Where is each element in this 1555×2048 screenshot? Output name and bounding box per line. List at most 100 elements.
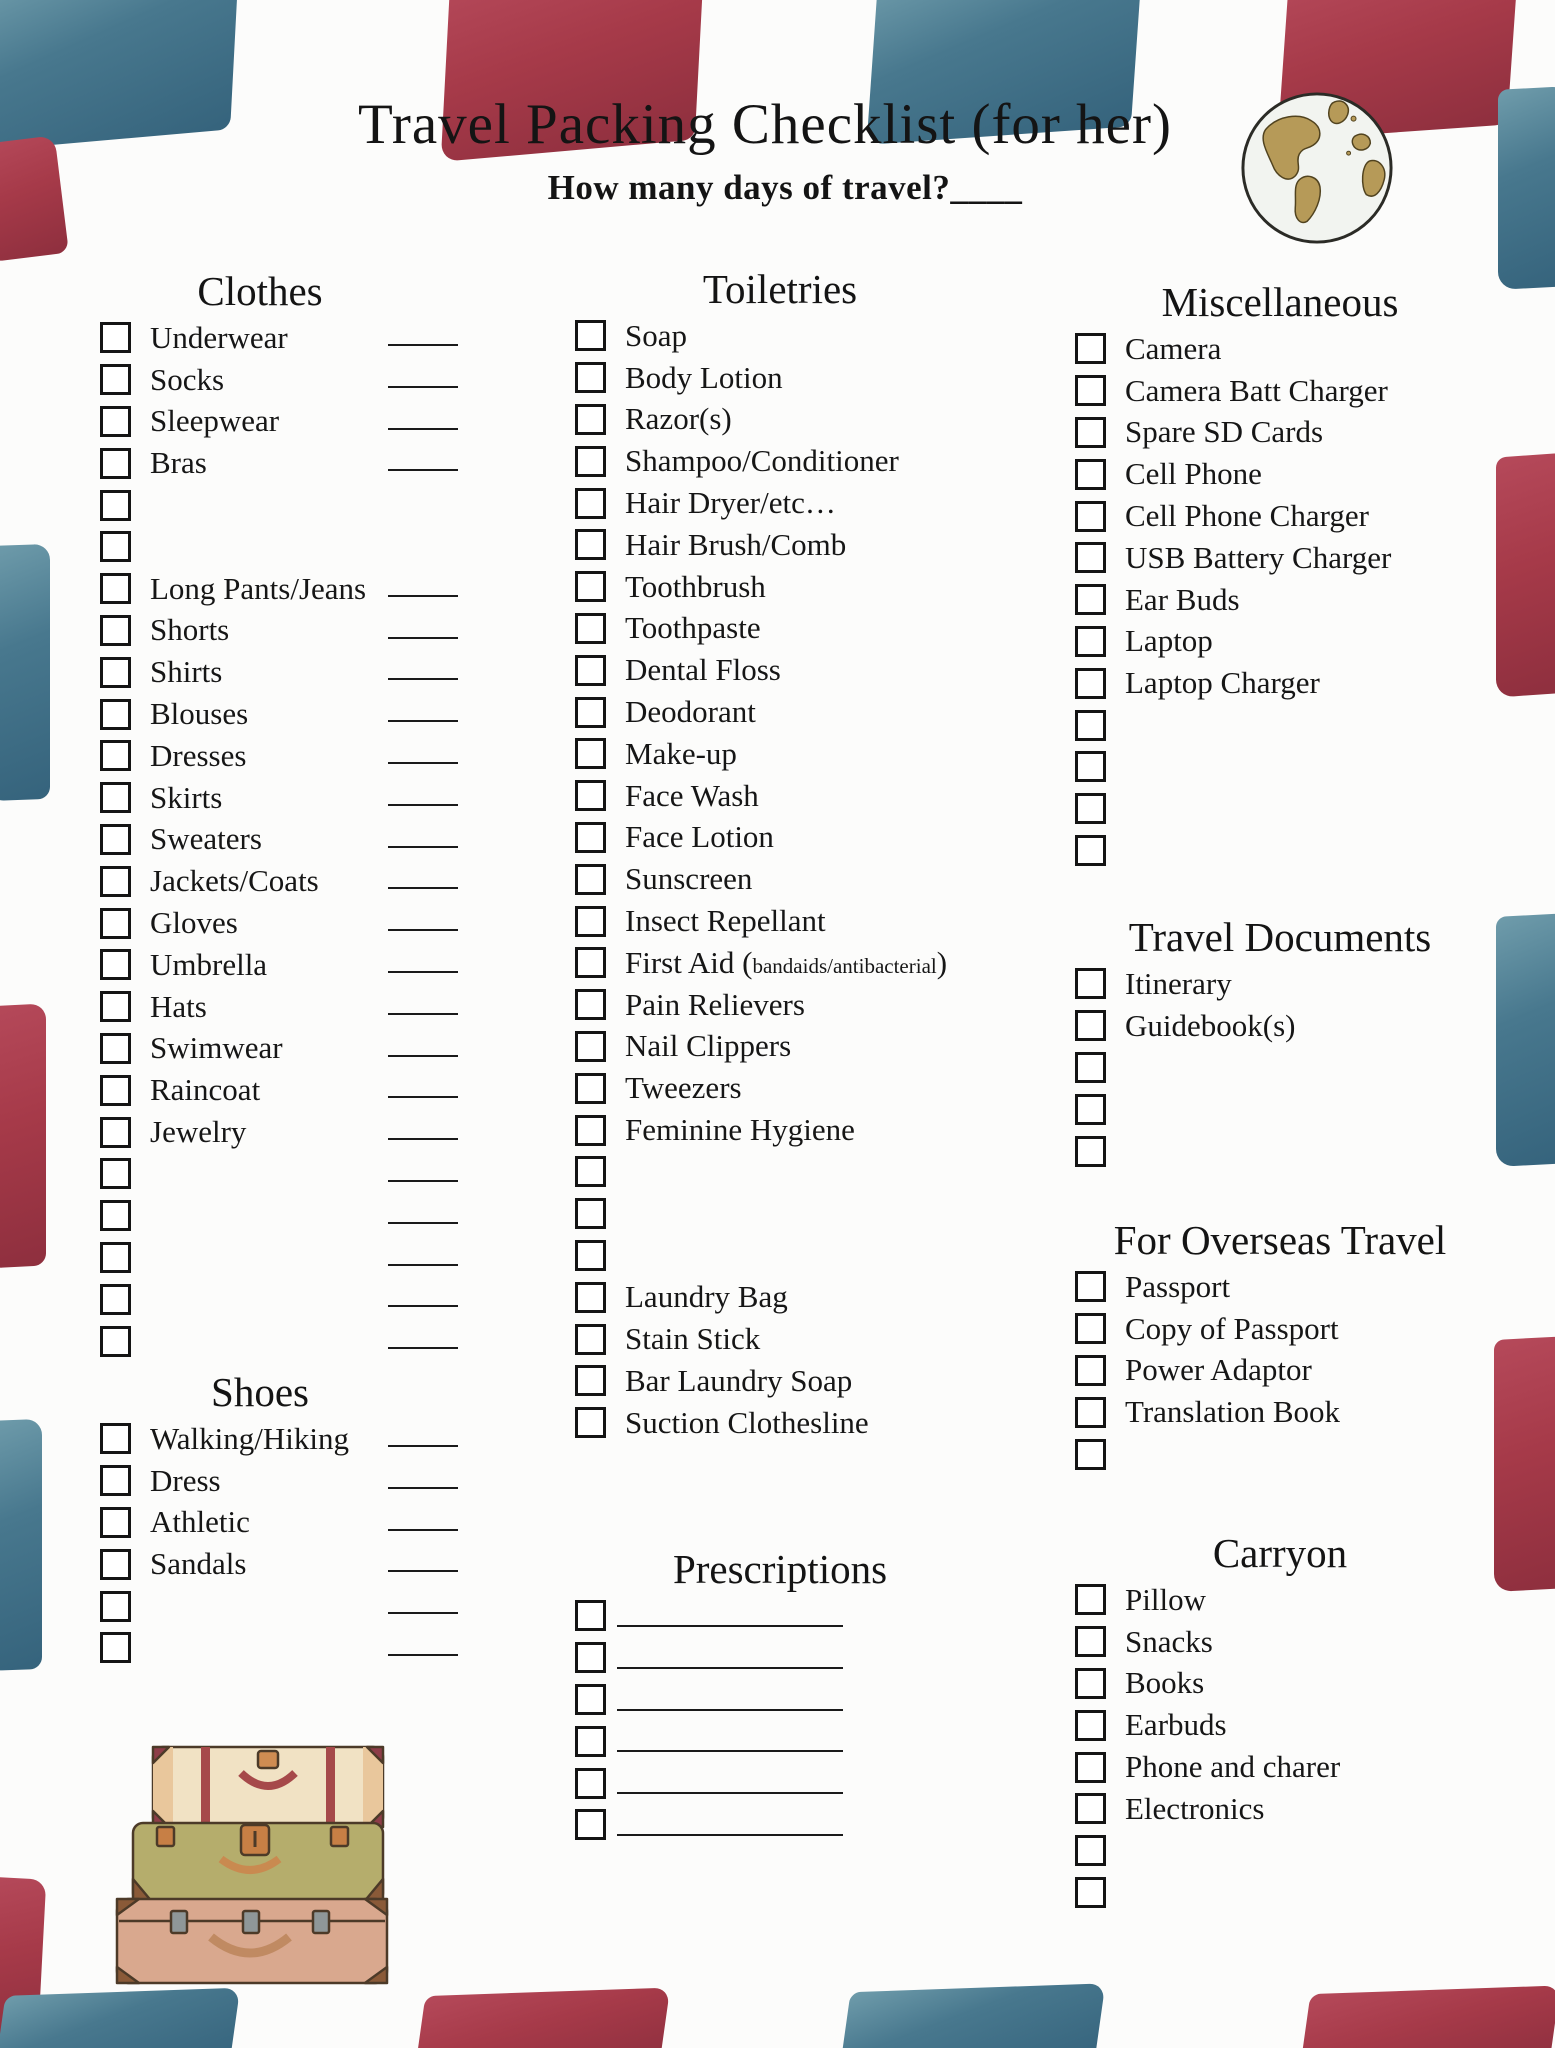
- checkbox[interactable]: [100, 364, 131, 396]
- checkbox[interactable]: [100, 1465, 131, 1497]
- checkbox[interactable]: [575, 529, 606, 561]
- checkbox[interactable]: [1075, 1051, 1106, 1083]
- checkbox[interactable]: [1075, 751, 1106, 783]
- checkbox[interactable]: [1075, 1396, 1106, 1428]
- checkbox[interactable]: [575, 320, 606, 352]
- checkbox[interactable]: [575, 947, 606, 979]
- checkbox[interactable]: [100, 1423, 131, 1455]
- checkbox[interactable]: [1075, 793, 1106, 825]
- checkbox[interactable]: [1075, 1093, 1106, 1125]
- checkbox[interactable]: [1075, 1876, 1106, 1908]
- item-label: Tweezers: [625, 1070, 742, 1106]
- checkbox[interactable]: [575, 1809, 606, 1841]
- checkbox[interactable]: [1075, 1793, 1106, 1825]
- checkbox[interactable]: [575, 1156, 606, 1188]
- checkbox[interactable]: [575, 1072, 606, 1104]
- checkbox[interactable]: [1075, 968, 1106, 1000]
- checkbox[interactable]: [1075, 375, 1106, 407]
- checkbox[interactable]: [575, 1683, 606, 1715]
- checkbox[interactable]: [575, 403, 606, 435]
- checklist-row: [70, 1237, 458, 1279]
- checkbox[interactable]: [100, 1506, 131, 1538]
- checklist-row: [70, 484, 450, 526]
- checkbox[interactable]: [1075, 1354, 1106, 1386]
- checkbox[interactable]: [100, 823, 131, 855]
- checkbox[interactable]: [100, 949, 131, 981]
- checkbox[interactable]: [100, 1074, 131, 1106]
- checkbox[interactable]: [575, 1642, 606, 1674]
- checkbox[interactable]: [575, 571, 606, 603]
- checkbox[interactable]: [1075, 709, 1106, 741]
- checkbox[interactable]: [1075, 1667, 1106, 1699]
- checkbox[interactable]: [100, 405, 131, 437]
- checkbox[interactable]: [575, 654, 606, 686]
- checkbox[interactable]: [100, 1241, 131, 1273]
- checkbox[interactable]: [1075, 1751, 1106, 1783]
- checkbox[interactable]: [575, 1030, 606, 1062]
- checkbox[interactable]: [575, 1198, 606, 1230]
- checkbox[interactable]: [1075, 458, 1106, 490]
- checkbox[interactable]: [575, 863, 606, 895]
- checkbox[interactable]: [100, 1325, 131, 1357]
- checkbox[interactable]: [100, 1632, 131, 1664]
- checkbox[interactable]: [1075, 584, 1106, 616]
- checkbox[interactable]: [100, 322, 131, 354]
- checkbox[interactable]: [575, 821, 606, 853]
- checkbox[interactable]: [100, 907, 131, 939]
- checkbox[interactable]: [100, 573, 131, 605]
- checkbox[interactable]: [100, 531, 131, 563]
- checkbox[interactable]: [100, 698, 131, 730]
- checkbox[interactable]: [1075, 333, 1106, 365]
- checkbox[interactable]: [1075, 1709, 1106, 1741]
- checkbox[interactable]: [100, 1548, 131, 1580]
- checkbox[interactable]: [1075, 1626, 1106, 1658]
- checkbox[interactable]: [100, 1200, 131, 1232]
- checkbox[interactable]: [100, 740, 131, 772]
- checkbox[interactable]: [100, 1116, 131, 1148]
- checkbox[interactable]: [575, 780, 606, 812]
- checkbox[interactable]: [100, 991, 131, 1023]
- checkbox[interactable]: [575, 1725, 606, 1757]
- checkbox[interactable]: [575, 696, 606, 728]
- checkbox[interactable]: [100, 614, 131, 646]
- checklist-row: Shampoo/Conditioner: [560, 440, 1000, 482]
- checkbox[interactable]: [1075, 500, 1106, 532]
- checkbox[interactable]: [575, 445, 606, 477]
- checkbox[interactable]: [575, 612, 606, 644]
- checkbox[interactable]: [575, 1407, 606, 1439]
- checkbox[interactable]: [1075, 1313, 1106, 1345]
- checkbox[interactable]: [1075, 1135, 1106, 1167]
- checkbox[interactable]: [1075, 416, 1106, 448]
- checkbox[interactable]: [1075, 667, 1106, 699]
- checkbox[interactable]: [100, 489, 131, 521]
- checkbox[interactable]: [100, 1158, 131, 1190]
- checkbox[interactable]: [1075, 1271, 1106, 1303]
- checkbox[interactable]: [575, 989, 606, 1021]
- checkbox[interactable]: [1075, 1438, 1106, 1470]
- checkbox[interactable]: [100, 1032, 131, 1064]
- checkbox[interactable]: [100, 782, 131, 814]
- checkbox[interactable]: [575, 1114, 606, 1146]
- checkbox[interactable]: [100, 656, 131, 688]
- checkbox[interactable]: [575, 487, 606, 519]
- checkbox[interactable]: [1075, 542, 1106, 574]
- checkbox[interactable]: [100, 865, 131, 897]
- checkbox[interactable]: [575, 1365, 606, 1397]
- checkbox[interactable]: [575, 1323, 606, 1355]
- checkbox[interactable]: [1075, 1010, 1106, 1042]
- checkbox[interactable]: [100, 447, 131, 479]
- checkbox[interactable]: [1075, 625, 1106, 657]
- checkbox[interactable]: [100, 1590, 131, 1622]
- checkbox[interactable]: [575, 905, 606, 937]
- checkbox[interactable]: [575, 1281, 606, 1313]
- checkbox[interactable]: [575, 362, 606, 394]
- checkbox[interactable]: [575, 1767, 606, 1799]
- checkbox[interactable]: [1075, 1584, 1106, 1616]
- item-label: Face Lotion: [625, 819, 774, 855]
- checkbox[interactable]: [1075, 834, 1106, 866]
- checkbox[interactable]: [1075, 1835, 1106, 1867]
- checkbox[interactable]: [575, 738, 606, 770]
- checkbox[interactable]: [100, 1283, 131, 1315]
- checkbox[interactable]: [575, 1600, 606, 1632]
- checkbox[interactable]: [575, 1239, 606, 1271]
